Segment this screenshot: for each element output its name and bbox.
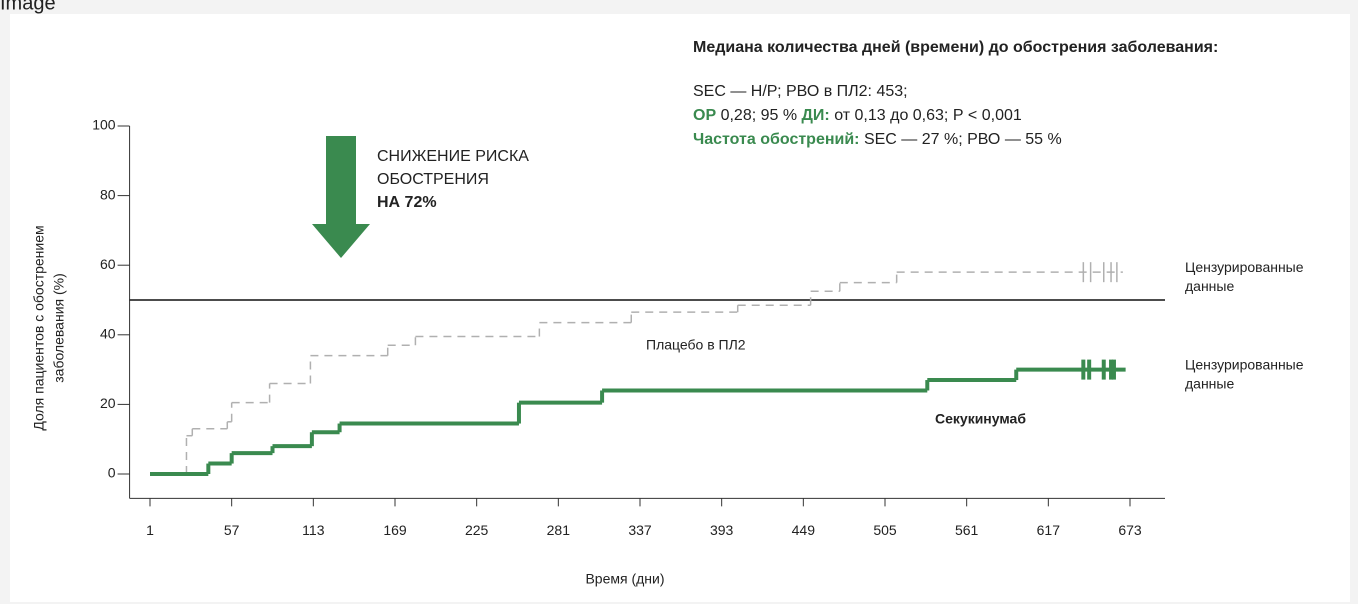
y-tick-label: 0 xyxy=(108,465,116,481)
censored-label: данные xyxy=(1185,278,1234,294)
info-text: от 0,13 до 0,63; Р < 0,001 xyxy=(830,107,1022,124)
x-tick-label: 393 xyxy=(710,522,734,538)
annotation: ОБОСТРЕНИЯ xyxy=(377,171,489,188)
info-text: ОР xyxy=(693,107,716,124)
x-tick-label: 113 xyxy=(302,522,325,538)
x-tick-label: 57 xyxy=(224,522,240,538)
y-tick-label: 80 xyxy=(100,186,116,202)
x-tick-label: 169 xyxy=(383,522,407,538)
series-label: Секукинумаб xyxy=(935,411,1026,427)
arrow xyxy=(312,136,370,258)
x-tick-label: 449 xyxy=(792,522,816,538)
censored-label: Цензурированные xyxy=(1185,356,1304,372)
y-tick-label: 100 xyxy=(92,117,116,133)
annotation: СНИЖЕНИЕ РИСКА xyxy=(377,148,529,165)
y-tick-label: 20 xyxy=(100,395,116,411)
info-line: Частота обострений: SEC — 27 %; РВО — 55… xyxy=(693,131,1062,148)
x-tick-label: 337 xyxy=(628,522,652,538)
x-axis-label: Время (дни) xyxy=(585,571,664,587)
info-text: Частота обострений: xyxy=(693,131,860,148)
info-text: SEC — Н/Р; РВО в ПЛ2: 453; xyxy=(693,83,908,100)
caption: Image xyxy=(0,0,56,14)
y-axis-label: заболевания (%) xyxy=(51,273,67,383)
info-text: SEC — 27 %; РВО — 55 % xyxy=(860,131,1062,148)
y-axis-label: Доля пациентов с обострением xyxy=(31,225,47,430)
x-tick-label: 225 xyxy=(465,522,489,538)
info-text: 0,28; 95 % xyxy=(716,107,801,124)
x-tick-label: 505 xyxy=(873,522,897,538)
x-tick-label: 281 xyxy=(547,522,571,538)
info-line: SEC — Н/Р; РВО в ПЛ2: 453; xyxy=(693,83,908,100)
y-tick-label: 40 xyxy=(100,326,116,342)
x-tick-label: 561 xyxy=(955,522,979,538)
annotation: НА 72% xyxy=(377,194,437,211)
x-tick-label: 1 xyxy=(146,522,154,538)
censored-label: Цензурированные xyxy=(1185,259,1304,275)
info-title: Медиана количества дней (времени) до обо… xyxy=(693,39,1218,56)
x-tick-label: 617 xyxy=(1037,522,1061,538)
info-text: ДИ: xyxy=(802,107,830,124)
info-line: ОР 0,28; 95 % ДИ: от 0,13 до 0,63; Р < 0… xyxy=(693,107,1022,124)
series-label: Плацебо в ПЛ2 xyxy=(646,337,746,353)
x-tick-label: 673 xyxy=(1118,522,1142,538)
y-tick-label: 60 xyxy=(100,256,116,272)
card xyxy=(10,14,1350,602)
censored-label: данные xyxy=(1185,375,1234,391)
